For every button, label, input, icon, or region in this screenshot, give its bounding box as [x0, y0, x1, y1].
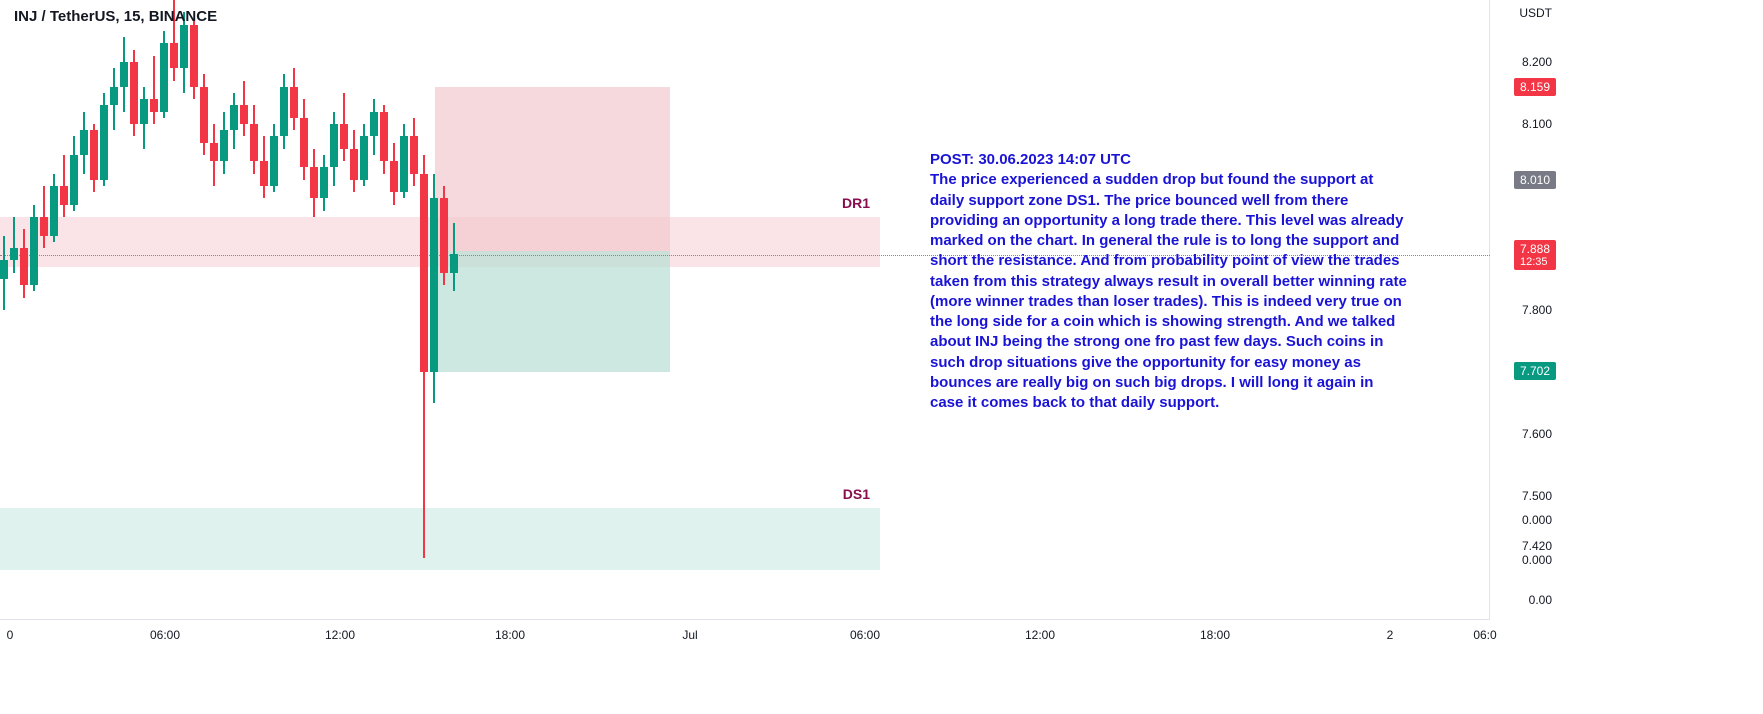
price-label: 8.159: [1514, 78, 1556, 96]
x-axis: 006:0012:0018:00Jul06:0012:0018:00206:0: [0, 620, 1490, 650]
y-axis: USDT 8.2008.1007.8007.6007.5007.4200.000…: [1490, 0, 1560, 620]
y-tick: 7.800: [1522, 303, 1552, 317]
y-tick: 8.200: [1522, 55, 1552, 69]
y-tick: 7.600: [1522, 427, 1552, 441]
position-long-box: [435, 87, 670, 251]
plot-area[interactable]: DR1 DS1 POST: 30.06.2023 14:07 UTC The pri…: [0, 0, 1490, 620]
y-tick: 7.500: [1522, 489, 1552, 503]
zone-label-ds1: DS1: [843, 486, 870, 502]
chart-title: INJ / TetherUS, 15, BINANCE: [14, 8, 217, 25]
x-tick: 12:00: [1025, 628, 1055, 642]
x-tick: Jul: [682, 628, 697, 642]
price-label: 7.88812:35: [1514, 240, 1556, 270]
y-tick: 0.00: [1529, 593, 1552, 607]
x-tick: 06:00: [850, 628, 880, 642]
chart-container: DR1 DS1 POST: 30.06.2023 14:07 UTC The pri…: [0, 0, 1490, 714]
x-tick: 06:0: [1473, 628, 1496, 642]
y-tick: 0.000: [1522, 553, 1552, 567]
zone-ds1: [0, 508, 880, 570]
x-tick: 06:00: [150, 628, 180, 642]
price-label: 7.702: [1514, 362, 1556, 380]
price-label: 8.010: [1514, 171, 1556, 189]
y-tick: 0.000: [1522, 513, 1552, 527]
x-tick: 18:00: [495, 628, 525, 642]
y-tick: 7.420: [1522, 539, 1552, 553]
currency-label: USDT: [1519, 6, 1552, 20]
position-stop-box: [435, 251, 670, 372]
x-tick: 18:00: [1200, 628, 1230, 642]
zone-label-dr1: DR1: [842, 195, 870, 211]
annotation-text: POST: 30.06.2023 14:07 UTC The price exp…: [930, 150, 1410, 413]
x-tick: 0: [7, 628, 14, 642]
x-tick: 12:00: [325, 628, 355, 642]
x-tick: 2: [1387, 628, 1394, 642]
y-tick: 8.100: [1522, 117, 1552, 131]
